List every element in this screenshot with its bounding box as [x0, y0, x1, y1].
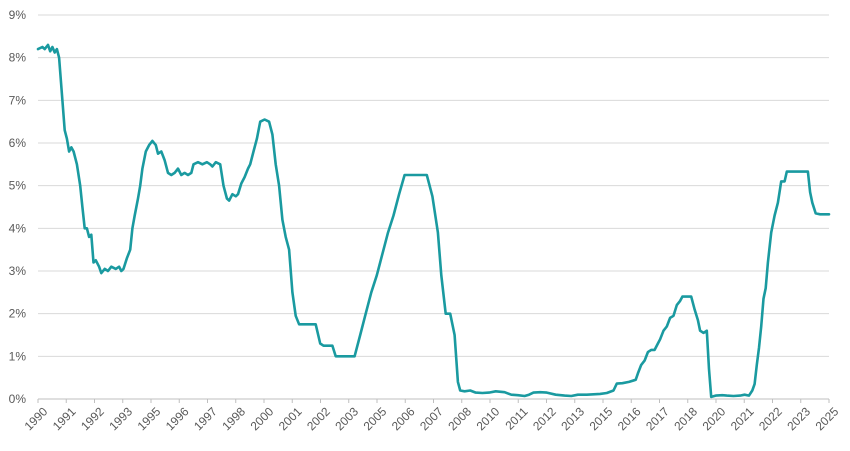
- x-tick-label: 2003: [332, 404, 361, 433]
- y-tick-label: 6%: [9, 136, 27, 150]
- y-tick-label: 7%: [9, 93, 27, 107]
- x-tick-label: 1995: [135, 404, 164, 433]
- x-tick-label: 1990: [22, 404, 51, 433]
- y-tick-label: 5%: [9, 179, 27, 193]
- x-tick-label: 2015: [587, 404, 616, 433]
- x-tick-label: 1997: [191, 404, 220, 433]
- gridlines: [38, 14, 829, 400]
- x-tick-label: 2016: [615, 404, 644, 433]
- y-tick-label: 1%: [9, 349, 27, 363]
- x-tick-label: 2008: [445, 404, 474, 433]
- x-tick-label: 2001: [276, 404, 305, 433]
- y-tick-label: 9%: [9, 8, 27, 22]
- x-tick-label: 2013: [558, 404, 587, 433]
- x-tick-label: 2011: [502, 404, 530, 432]
- x-tick-label: 1998: [219, 404, 248, 433]
- x-tick-label: 2006: [389, 404, 418, 433]
- x-tick-label: 1992: [78, 404, 107, 433]
- x-tick-label: 2020: [700, 404, 729, 433]
- x-tick-label: 2023: [784, 404, 813, 433]
- x-tick-label: 2000: [248, 404, 277, 433]
- y-tick-label: 2%: [9, 307, 27, 321]
- x-tick-label: 2021: [728, 404, 757, 433]
- plot-area: [36, 43, 831, 399]
- x-tick-label: 2012: [530, 404, 559, 433]
- y-tick-label: 3%: [9, 264, 27, 278]
- x-tick-label: 2005: [361, 404, 390, 433]
- x-tick-label: 1993: [106, 404, 135, 433]
- x-tick-label: 2018: [671, 404, 700, 433]
- x-tick-label: 2025: [813, 404, 842, 433]
- rate-series-line: [36, 43, 831, 399]
- y-tick-label: 0%: [9, 392, 27, 406]
- y-axis-tick-labels: 0% 1% 2% 3% 4% 5% 6% 7% 8% 9%: [9, 8, 27, 406]
- x-tick-label: 2002: [304, 404, 333, 433]
- x-axis-tick-labels: 1990 1991 1992 1993 1995 1996 1997 1998 2000 2001…: [22, 399, 842, 433]
- y-tick-label: 8%: [9, 51, 27, 65]
- x-tick-label: 1996: [163, 404, 192, 433]
- x-tick-label: 1991: [50, 404, 79, 433]
- y-tick-label: 4%: [9, 221, 27, 235]
- x-tick-label: 2010: [474, 404, 503, 433]
- x-tick-label: 2022: [756, 404, 785, 433]
- x-tick-label: 2007: [417, 404, 446, 433]
- x-tick-label: 2017: [643, 404, 672, 433]
